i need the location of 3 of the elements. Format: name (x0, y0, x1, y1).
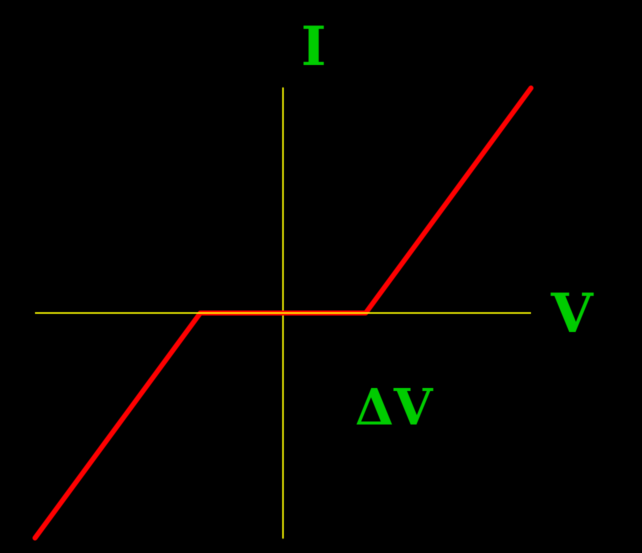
y-axis-title: I (301, 14, 326, 78)
x-axis-title: V (550, 281, 594, 345)
annotation: ΔV (355, 378, 434, 436)
